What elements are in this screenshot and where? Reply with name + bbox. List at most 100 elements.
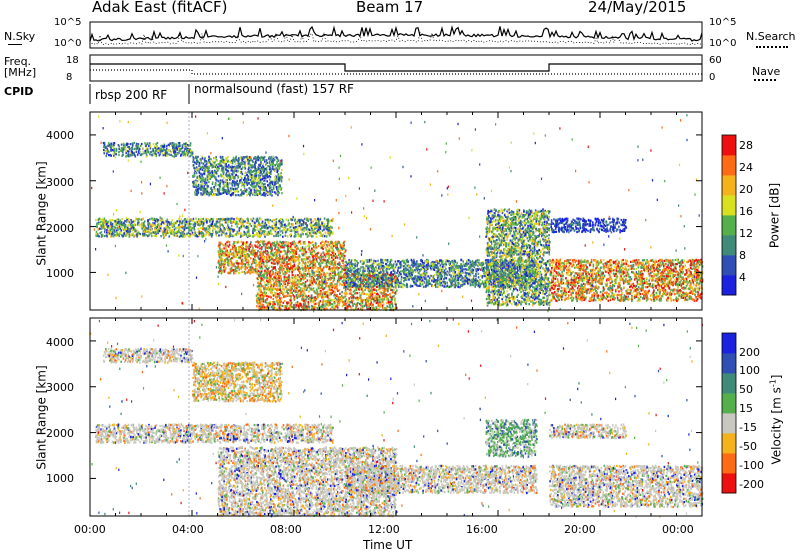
power-cell <box>173 149 175 152</box>
power-cell <box>293 229 296 232</box>
power-cell <box>167 149 170 152</box>
power-cell <box>189 155 191 158</box>
power-cell <box>166 224 169 227</box>
vel-cbar-tick-200: 200 <box>739 347 760 358</box>
power-cell <box>134 234 137 237</box>
power-cell <box>145 147 148 150</box>
power-cell <box>259 234 262 237</box>
power-cell <box>224 190 226 193</box>
power-cell <box>109 143 112 146</box>
power-cell <box>229 217 232 220</box>
power-cell <box>202 217 205 220</box>
power-cell <box>112 146 115 149</box>
power-cell <box>205 164 207 167</box>
power-cell <box>306 235 309 238</box>
power-cell <box>248 159 251 162</box>
power-cell <box>222 254 225 257</box>
power-cell <box>292 260 295 263</box>
power-cell <box>268 165 271 168</box>
power-cell <box>334 260 337 263</box>
power-cell <box>246 246 248 250</box>
power-cell <box>167 231 170 235</box>
power-cell <box>339 245 342 248</box>
power-cell <box>281 229 283 233</box>
power-cell <box>373 300 375 303</box>
power-cell <box>135 142 138 145</box>
power-cell <box>257 192 260 195</box>
power-cell <box>313 229 315 232</box>
power-cell <box>303 249 306 252</box>
power-cell <box>145 234 148 237</box>
power-cell <box>342 256 345 259</box>
power-cell <box>176 220 179 223</box>
power-cell <box>331 251 334 254</box>
power-cell <box>252 191 255 194</box>
power-cell <box>200 192 202 195</box>
power-cell <box>247 182 250 185</box>
power-ytick-2000: 2000 <box>46 223 74 234</box>
power-cell <box>318 274 321 277</box>
power-cell <box>212 232 214 235</box>
power-cell <box>254 223 257 226</box>
power-cell <box>221 248 223 251</box>
power-cell <box>252 193 254 196</box>
power-cell <box>219 223 221 226</box>
power-cell <box>235 255 238 258</box>
power-cell <box>211 220 214 224</box>
power-cell <box>220 262 223 265</box>
xtick-2000: 20:00 <box>564 524 596 535</box>
power-cell <box>226 185 229 188</box>
power-cell <box>248 255 250 258</box>
power-cell <box>278 243 280 246</box>
power-cell <box>283 246 285 249</box>
power-cell <box>224 268 226 271</box>
power-cell <box>233 171 235 174</box>
power-cell <box>290 223 293 226</box>
power-cell <box>239 252 242 255</box>
power-cell <box>265 261 268 264</box>
power-cell <box>233 184 236 187</box>
power-cell <box>294 218 296 221</box>
power-cell <box>326 243 328 247</box>
power-cell <box>222 244 224 247</box>
power-cell <box>184 155 187 158</box>
power-cell <box>194 224 196 227</box>
power-cell <box>242 157 245 160</box>
power-cell <box>172 142 175 145</box>
power-cell <box>206 220 208 223</box>
power-cell <box>214 189 217 192</box>
power-cell <box>210 176 213 179</box>
power-cell <box>277 173 279 176</box>
power-cell <box>291 264 293 267</box>
power-cell <box>223 176 225 180</box>
power-cell <box>318 226 321 229</box>
power-cell <box>296 256 299 259</box>
vel-cbar-tick-m15: -15 <box>739 422 757 433</box>
power-cell <box>241 177 243 180</box>
power-cell <box>332 232 334 235</box>
power-cell <box>128 148 131 151</box>
power-cell <box>309 252 312 256</box>
power-cell <box>288 258 290 261</box>
power-cell <box>165 226 167 229</box>
power-cell <box>293 256 296 259</box>
power-cell <box>250 189 252 192</box>
power-cell <box>305 256 308 259</box>
power-cell <box>263 256 265 259</box>
power-cell <box>326 224 328 228</box>
power-cell <box>307 269 310 272</box>
power-cell <box>274 191 276 194</box>
power-cell <box>304 281 307 284</box>
power-cell <box>125 149 127 152</box>
power-cell <box>157 151 160 154</box>
power-cell <box>228 190 231 193</box>
power-cell <box>192 223 195 226</box>
power-cell <box>205 169 208 172</box>
power-cell <box>200 187 202 190</box>
power-cell <box>267 176 269 179</box>
power-cell <box>173 143 175 146</box>
power-cell <box>260 265 263 268</box>
power-cell <box>243 233 246 236</box>
power-cell <box>155 143 157 146</box>
power-cell <box>247 168 250 171</box>
